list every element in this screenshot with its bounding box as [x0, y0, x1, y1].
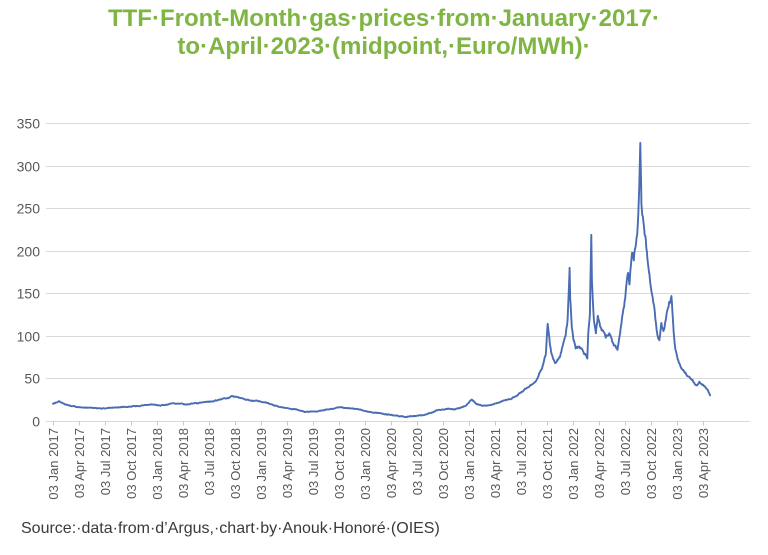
- x-axis-tick-label: 03 Oct 2020: [436, 428, 451, 499]
- x-axis-tick-label: 03 Apr 2019: [280, 428, 295, 498]
- x-axis-tick-label: 03 Apr 2022: [592, 428, 607, 498]
- source-caption: Source:·data·from·d’Argus,·chart·by·Anou…: [21, 520, 440, 537]
- x-axis-tick-label: 03 Jul 2020: [410, 428, 425, 495]
- chart-title: TTF·Front-Month·gas·prices·from·January·…: [0, 5, 768, 60]
- x-axis-labels: 03 Jan 2017 03 Apr 2017 03 Jul 2017 03 Oct …: [46, 428, 711, 500]
- x-axis-tick-label: 03 Apr 2023: [696, 428, 711, 498]
- x-axis-tick-label: 03 Jan 2022: [566, 428, 581, 500]
- y-axis-tick-label: 350: [17, 116, 41, 132]
- x-axis-tick-label: 03 Oct 2019: [332, 428, 347, 499]
- x-axis-tick-label: 03 Jan 2020: [358, 428, 373, 500]
- y-axis-tick-label: 300: [17, 159, 41, 175]
- x-axis-tick-label: 03 Jan 2017: [46, 428, 61, 500]
- y-axis-tick-label: 150: [17, 286, 41, 302]
- x-axis-tick-label: 03 Jul 2018: [202, 428, 217, 495]
- chart-title-line1: TTF·Front-Month·gas·prices·from·January·…: [107, 5, 661, 32]
- y-axis-tick-label: 0: [32, 414, 40, 430]
- x-axis-tick-label: 03 Jan 2023: [670, 428, 685, 500]
- x-axis-tick-label: 03 Oct 2018: [228, 428, 243, 499]
- x-axis-tick-label: 03 Jul 2019: [306, 428, 321, 495]
- x-axis-tick-label: 03 Apr 2020: [384, 428, 399, 498]
- y-axis-labels: 0 50 100 150 200 250 300 350: [17, 116, 41, 430]
- x-axis-tick-label: 03 Oct 2021: [540, 428, 555, 499]
- y-axis-tick-label: 50: [24, 371, 40, 387]
- gas-price-line-chart: 0 50 100 150 200 250 300 350 03 Jan 2017 03 Apr 2…: [17, 116, 750, 500]
- x-axis-tick-label: 03 Apr 2018: [176, 428, 191, 498]
- x-axis-tick-label: 03 Apr 2017: [72, 428, 87, 498]
- x-axis-tick-label: 03 Jan 2021: [462, 428, 477, 500]
- x-axis-tick-label: 03 Jan 2018: [150, 428, 165, 500]
- x-axis-tick-label: 03 Apr 2021: [488, 428, 503, 498]
- x-axis-ticks: [53, 421, 704, 426]
- x-axis-tick-label: 03 Jan 2019: [254, 428, 269, 500]
- chart-title-line2: to·April·2023·(midpoint,·Euro/MWh)·: [177, 32, 591, 60]
- x-axis-tick-label: 03 Jul 2017: [98, 428, 113, 495]
- x-axis-tick-label: 03 Jul 2021: [514, 428, 529, 495]
- x-axis-tick-label: 03 Oct 2017: [124, 428, 139, 499]
- y-axis-tick-label: 100: [17, 329, 41, 345]
- x-axis-tick-label: 03 Oct 2022: [644, 428, 659, 499]
- price-line: [52, 141, 712, 419]
- y-axis-tick-label: 200: [17, 244, 41, 260]
- y-gridlines: [46, 123, 750, 422]
- x-axis-tick-label: 03 Jul 2022: [618, 428, 633, 495]
- y-axis-tick-label: 250: [17, 201, 41, 217]
